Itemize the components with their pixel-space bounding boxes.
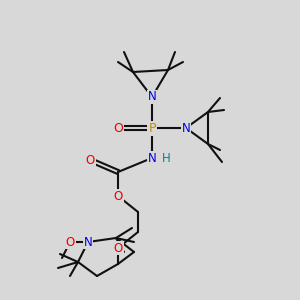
Text: N: N bbox=[148, 91, 156, 103]
Text: H: H bbox=[162, 152, 170, 164]
Text: O: O bbox=[65, 236, 75, 248]
Text: O: O bbox=[113, 122, 123, 134]
Text: O: O bbox=[113, 190, 123, 202]
Text: P: P bbox=[148, 122, 156, 134]
Text: N: N bbox=[148, 152, 156, 164]
Text: O: O bbox=[85, 154, 94, 166]
Text: O: O bbox=[113, 242, 123, 254]
Text: N: N bbox=[182, 122, 190, 134]
Text: N: N bbox=[84, 236, 92, 248]
